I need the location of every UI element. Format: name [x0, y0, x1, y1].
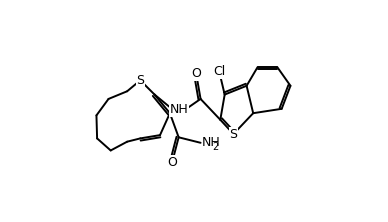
Text: 2: 2	[212, 142, 219, 152]
Text: O: O	[191, 67, 201, 80]
Text: Cl: Cl	[213, 65, 225, 78]
Text: O: O	[167, 156, 177, 169]
Text: NH: NH	[202, 136, 220, 149]
Text: S: S	[136, 74, 144, 87]
Text: NH: NH	[169, 103, 188, 116]
Text: S: S	[229, 127, 237, 141]
